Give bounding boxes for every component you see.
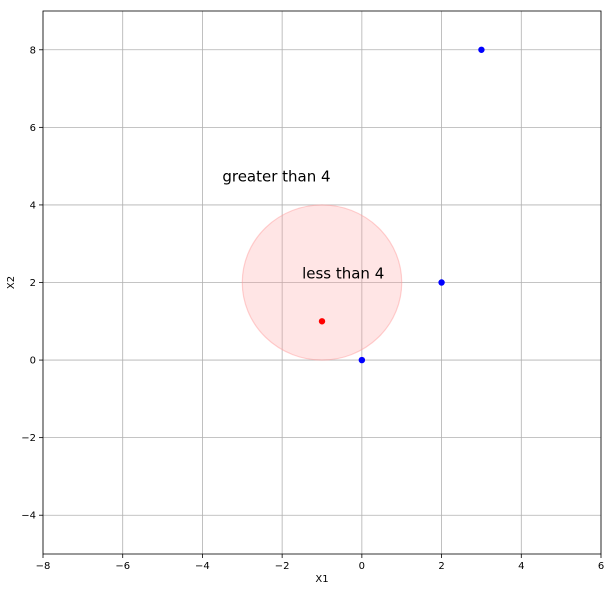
y-tick-label: 2 bbox=[30, 278, 36, 289]
y-tick-label: 4 bbox=[30, 200, 36, 211]
shaded-circle bbox=[241, 204, 403, 361]
y-tick-label: 6 bbox=[30, 123, 36, 134]
circle-region bbox=[241, 204, 403, 361]
data-points bbox=[318, 46, 485, 364]
y-axis-label: X2 bbox=[6, 276, 17, 289]
y-tick-label: 8 bbox=[30, 45, 36, 56]
x-tick-label: 0 bbox=[359, 561, 365, 572]
annotations: greater than 4 less than 4 bbox=[222, 168, 384, 283]
scatter-point bbox=[358, 356, 366, 364]
x-tick-label: −8 bbox=[36, 561, 51, 572]
axes: −8 −6 −4 −2 0 2 4 6 −4 −2 0 2 4 6 8 bbox=[21, 10, 604, 572]
scatter-point bbox=[318, 318, 326, 325]
annotation-label: less than 4 bbox=[302, 265, 384, 283]
scatter-point bbox=[478, 46, 485, 53]
x-tick-label: −6 bbox=[115, 561, 130, 572]
scatter-point bbox=[438, 279, 445, 286]
x-tick-label: −2 bbox=[275, 561, 290, 572]
x-tick-label: 4 bbox=[518, 561, 524, 572]
y-tick-label: −2 bbox=[21, 433, 36, 444]
x-axis-label: X1 bbox=[315, 574, 328, 585]
x-tick-label: 2 bbox=[438, 561, 444, 572]
y-tick-label: 0 bbox=[30, 356, 36, 367]
y-tick-label: −4 bbox=[21, 511, 36, 522]
x-tick-label: 6 bbox=[598, 561, 604, 572]
annotation-label: greater than 4 bbox=[222, 168, 330, 186]
x-tick-label: −4 bbox=[195, 561, 210, 572]
